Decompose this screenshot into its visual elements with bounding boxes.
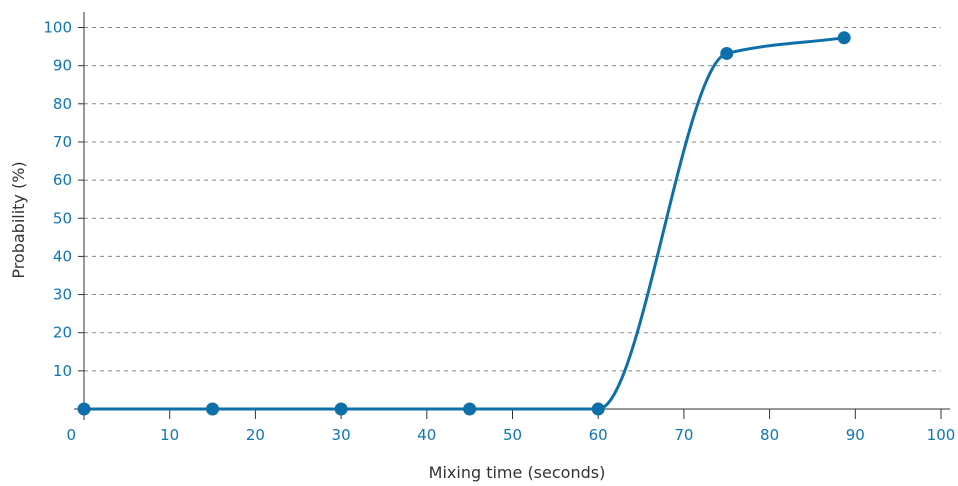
y-tick-label-30: 30: [53, 286, 72, 304]
y-tick-label-10: 10: [53, 362, 72, 380]
x-tick-label-60: 60: [589, 426, 608, 444]
x-tick-label-30: 30: [332, 426, 351, 444]
data-point-2: [334, 402, 348, 416]
y-tick-label-60: 60: [53, 171, 72, 189]
data-point-5: [720, 46, 734, 60]
series-line-0: [82, 36, 846, 411]
tick-labels: 10 20 30 40 50 60 70 80 90 100 0 10 20 30 40 50 60 70 80 90…: [43, 19, 955, 445]
x-tick-label-20: 20: [246, 426, 265, 444]
y-tick-label-100: 100: [43, 19, 72, 37]
y-tick-label-70: 70: [53, 133, 72, 151]
y-tick-label-90: 90: [53, 57, 72, 75]
x-tick-label-80: 80: [760, 426, 779, 444]
y-tick-label-40: 40: [53, 247, 72, 265]
y-tick-label-20: 20: [53, 324, 72, 342]
x-tick-label-10: 10: [160, 426, 179, 444]
y-axis-title: Probability (%): [9, 161, 28, 278]
x-tick-label-70: 70: [674, 426, 693, 444]
data-point-3: [463, 402, 477, 416]
x-tick-label-100: 100: [927, 426, 956, 444]
x-tick-label-0: 0: [66, 426, 76, 444]
x-tick-label-40: 40: [417, 426, 436, 444]
data-point-1: [206, 402, 220, 416]
series-group: [77, 31, 851, 416]
x-tick-label-50: 50: [503, 426, 522, 444]
grid-lines: [84, 27, 941, 372]
data-point-4: [591, 402, 605, 416]
x-axis-title: Mixing time (seconds): [429, 463, 606, 482]
data-point-6: [837, 31, 851, 45]
y-tick-label-80: 80: [53, 95, 72, 113]
axes: [74, 12, 950, 420]
y-tick-label-50: 50: [53, 209, 72, 227]
data-point-0: [77, 402, 91, 416]
x-tick-label-90: 90: [846, 426, 865, 444]
